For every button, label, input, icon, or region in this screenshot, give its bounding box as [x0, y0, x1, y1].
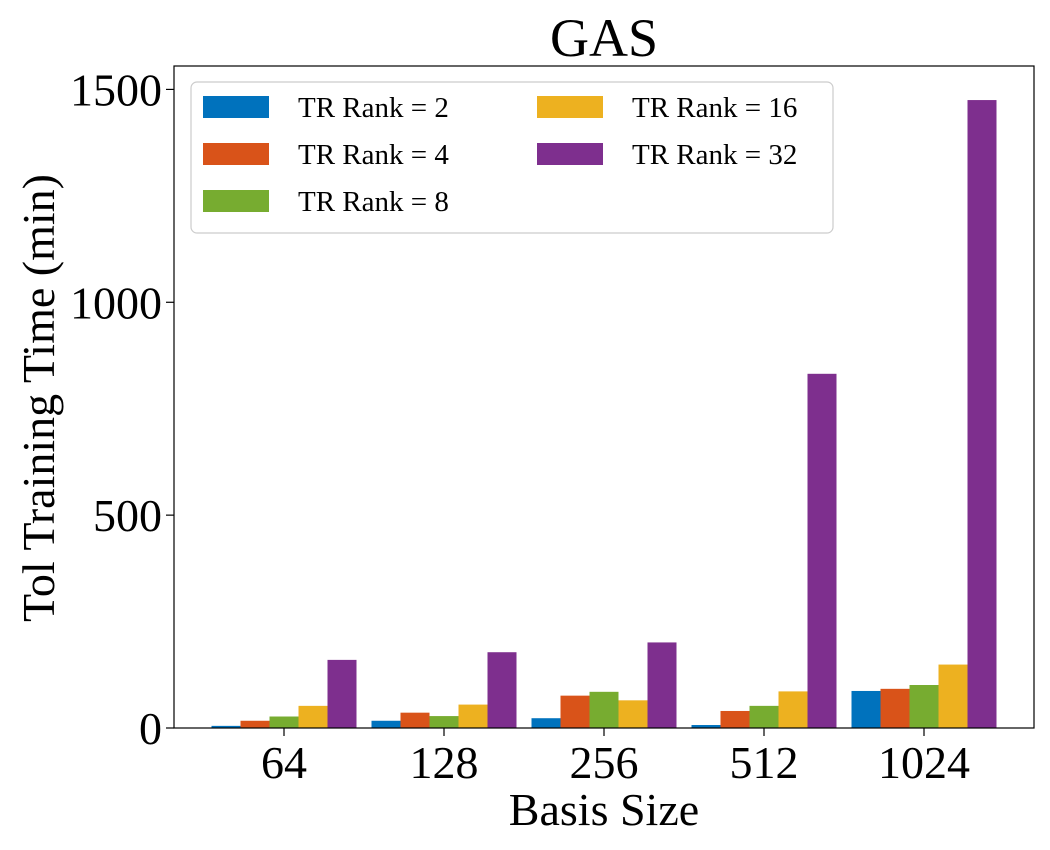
x-tick-label: 256: [570, 737, 639, 788]
bar-tr-rank-2-512: [691, 725, 721, 728]
bar-tr-rank-8-64: [269, 716, 299, 728]
bars-group: [211, 100, 997, 728]
bar-tr-rank-2-128: [371, 720, 401, 728]
bar-tr-rank-8-128: [429, 716, 459, 728]
x-tick-label: 64: [261, 737, 307, 788]
bar-tr-rank-2-1024: [851, 690, 881, 728]
bar-tr-rank-32-256: [647, 642, 677, 728]
bar-tr-rank-4-256: [560, 695, 590, 728]
bar-tr-rank-4-512: [720, 710, 750, 728]
legend-label-tr-rank-16: TR Rank = 16: [632, 92, 797, 124]
y-axis-label: Tol Training Time (min): [13, 174, 64, 622]
bar-tr-rank-4-64: [240, 720, 270, 728]
bar-tr-rank-16-256: [618, 700, 648, 728]
y-axis: 0 500 1000 1500: [70, 64, 174, 754]
bar-tr-rank-16-128: [458, 704, 488, 728]
x-axis-label: Basis Size: [509, 784, 699, 835]
bar-tr-rank-8-1024: [909, 685, 939, 728]
legend-label-tr-rank-4: TR Rank = 4: [298, 139, 449, 171]
bar-tr-rank-16-512: [778, 691, 808, 728]
bar-tr-rank-32-512: [807, 373, 837, 728]
bar-tr-rank-4-1024: [880, 688, 910, 728]
bar-tr-rank-4-128: [400, 712, 430, 728]
legend-swatch-tr-rank-8: [203, 190, 269, 212]
bar-tr-rank-32-64: [327, 659, 357, 728]
x-tick-label: 128: [410, 737, 479, 788]
bar-tr-rank-32-1024: [967, 100, 997, 728]
y-tick-label: 0: [139, 703, 162, 754]
chart-title: GAS: [550, 8, 658, 68]
bar-tr-rank-16-64: [298, 705, 328, 728]
legend-swatch-tr-rank-16: [537, 96, 603, 118]
legend-label-tr-rank-32: TR Rank = 32: [632, 139, 797, 171]
legend: TR Rank = 2 TR Rank = 4 TR Rank = 8 TR Rank…: [190, 81, 834, 234]
bar-tr-rank-2-256: [531, 718, 561, 728]
bar-tr-rank-8-512: [749, 705, 779, 728]
bar-tr-rank-32-128: [487, 652, 517, 728]
y-tick-label: 500: [93, 490, 162, 541]
legend-swatch-tr-rank-32: [537, 143, 603, 165]
legend-swatch-tr-rank-4: [203, 143, 269, 165]
x-tick-label: 1024: [878, 737, 970, 788]
bar-tr-rank-16-1024: [938, 664, 968, 728]
bar-tr-rank-8-256: [589, 691, 619, 728]
legend-frame: [190, 81, 834, 234]
x-tick-label: 512: [730, 737, 799, 788]
y-tick-label: 1500: [70, 64, 162, 115]
x-axis: 64 128 256 512 1024: [261, 728, 970, 788]
legend-label-tr-rank-8: TR Rank = 8: [298, 186, 449, 218]
bar-tr-rank-2-64: [211, 725, 241, 728]
legend-label-tr-rank-2: TR Rank = 2: [298, 92, 449, 124]
legend-swatch-tr-rank-2: [203, 96, 269, 118]
y-tick-label: 1000: [70, 277, 162, 328]
